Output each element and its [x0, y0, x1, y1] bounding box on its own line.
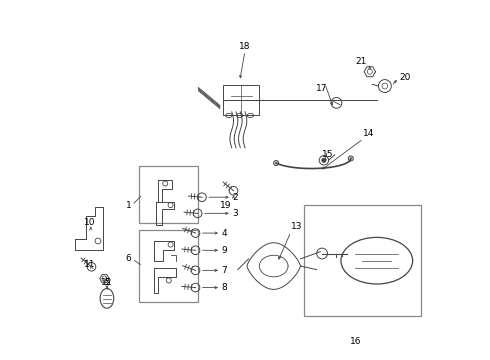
Text: 4: 4 — [221, 229, 227, 238]
Text: 14: 14 — [364, 129, 375, 138]
Circle shape — [322, 158, 326, 162]
Bar — [304, 205, 421, 316]
Text: 11: 11 — [84, 260, 96, 269]
Text: 8: 8 — [221, 283, 227, 292]
Text: 16: 16 — [350, 337, 362, 346]
Text: 1: 1 — [125, 201, 131, 210]
Text: 10: 10 — [84, 218, 96, 227]
Text: 7: 7 — [221, 266, 227, 275]
Circle shape — [274, 161, 279, 166]
Text: 21: 21 — [355, 57, 367, 66]
Text: 18: 18 — [239, 42, 251, 51]
Text: 2: 2 — [232, 193, 238, 202]
Bar — [139, 166, 198, 223]
Text: 9: 9 — [221, 246, 227, 255]
Text: 20: 20 — [399, 73, 411, 82]
Text: 3: 3 — [232, 209, 238, 218]
Text: 5: 5 — [104, 278, 110, 287]
Text: 17: 17 — [316, 84, 327, 93]
Bar — [223, 85, 259, 116]
Circle shape — [348, 156, 353, 161]
Text: 13: 13 — [291, 222, 302, 231]
Text: 15: 15 — [322, 150, 333, 159]
Text: 6: 6 — [125, 255, 131, 264]
Bar — [139, 230, 198, 302]
Text: 12: 12 — [100, 278, 112, 287]
Text: 19: 19 — [220, 201, 231, 210]
